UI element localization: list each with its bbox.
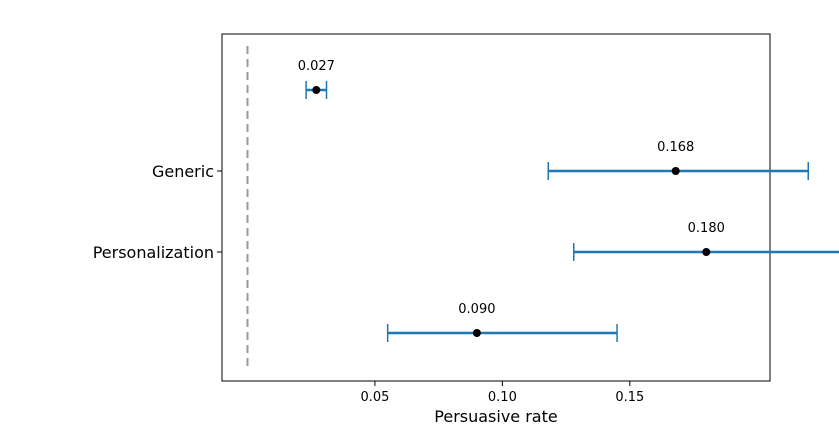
x-tick-label: 0.05 [360, 390, 389, 405]
data-point [472, 329, 481, 337]
plot-frame [221, 33, 771, 382]
data-point [671, 167, 680, 175]
data-point [312, 86, 321, 94]
y-tick-label: Generic [152, 162, 214, 181]
data-label: 0.180 [688, 221, 725, 236]
data-label: 0.027 [298, 59, 335, 74]
x-tick-label: 0.10 [488, 390, 517, 405]
data-label: 0.168 [657, 140, 694, 155]
y-axis: Generic Personalization [93, 162, 222, 262]
x-tick-label: 0.15 [615, 390, 644, 405]
y-tick-label: Personalization [93, 243, 214, 262]
data-label: 0.090 [458, 302, 495, 317]
chart-marks: 0.027 0.168 0.180 0.090 [298, 59, 839, 342]
x-axis-title: Persuasive rate [434, 407, 557, 426]
data-point [702, 248, 711, 256]
x-axis: 0.05 0.10 0.15 [360, 381, 644, 405]
